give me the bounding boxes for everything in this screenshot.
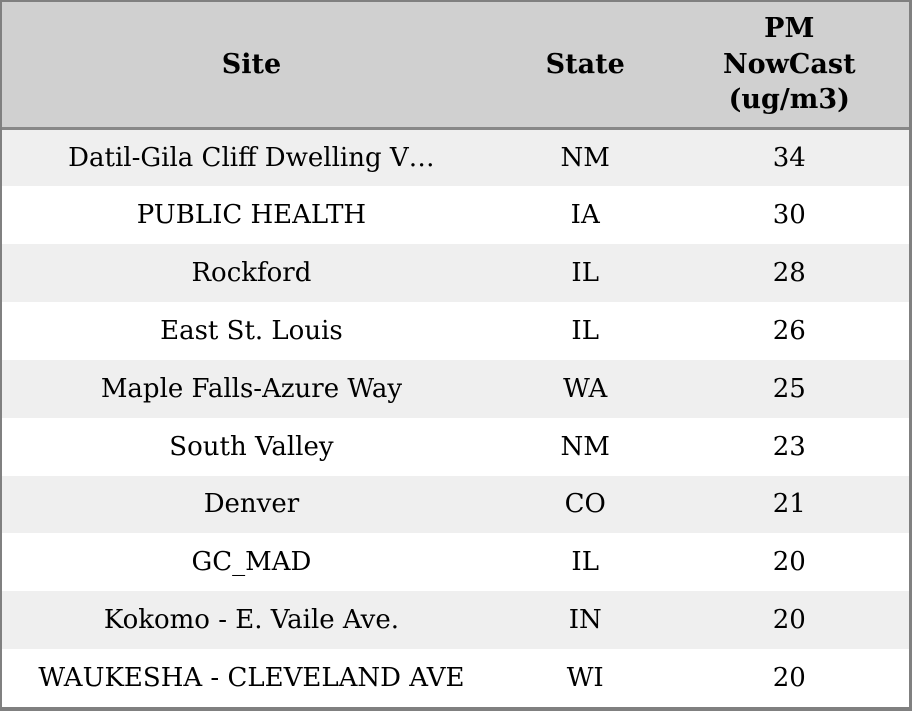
state-cell: IL <box>571 547 599 578</box>
table-row: South Valley NM 23 <box>2 417 909 476</box>
site-cell: Datil-Gila Cliff Dwelling V… <box>68 143 435 174</box>
pm-nowcast-cell: 20 <box>772 547 806 578</box>
state-cell: CO <box>564 489 606 520</box>
state-cell: NM <box>560 431 610 462</box>
table-row: PUBLIC HEALTH IA 30 <box>2 186 909 245</box>
column-header-state: State <box>500 2 670 130</box>
table-row: Kokomo - E. Vaile Ave. IN 20 <box>2 591 909 650</box>
pm-nowcast-cell: 23 <box>772 431 806 462</box>
pm-nowcast-cell: 30 <box>772 200 806 231</box>
site-cell: WAUKESHA - CLEVELAND AVE <box>38 663 465 694</box>
site-cell: Rockford <box>191 258 312 289</box>
site-cell: GC_MAD <box>191 547 312 578</box>
site-cell: South Valley <box>169 431 334 462</box>
state-cell: IL <box>571 315 599 346</box>
column-header-pm-nowcast: PM NowCast (ug/m3) <box>669 2 909 130</box>
pm-nowcast-cell: 26 <box>772 315 806 346</box>
table-row: East St. Louis IL 26 <box>2 302 909 360</box>
column-header-site: Site <box>2 2 501 130</box>
state-cell: WA <box>563 373 608 404</box>
site-cell: Maple Falls-Azure Way <box>100 373 403 404</box>
site-cell: PUBLIC HEALTH <box>136 200 367 231</box>
site-cell: East St. Louis <box>160 315 343 346</box>
pm-header-line-1: PM <box>764 13 815 45</box>
pm-nowcast-cell: 34 <box>772 143 806 174</box>
table-row: Denver CO 21 <box>2 475 909 534</box>
table-row: Rockford IL 28 <box>2 244 909 303</box>
state-cell: IA <box>570 200 600 231</box>
state-cell: WI <box>566 663 604 694</box>
table-row: Datil-Gila Cliff Dwelling V… NM 34 <box>2 128 909 187</box>
state-cell: IL <box>571 258 599 289</box>
table-header: Site State PM NowCast (ug/m3) <box>2 2 909 130</box>
table-row: GC_MAD IL 20 <box>2 533 909 592</box>
pm-header-line-3: (ug/m3) <box>728 84 850 116</box>
site-cell: Kokomo - E. Vaile Ave. <box>103 605 399 636</box>
table-body: Datil-Gila Cliff Dwelling V… NM 34 PUBLI… <box>2 128 909 707</box>
table-row: WAUKESHA - CLEVELAND AVE WI 20 <box>2 649 909 707</box>
pm-nowcast-cell: 25 <box>772 373 806 404</box>
pm-nowcast-cell: 21 <box>772 489 806 520</box>
pm-nowcast-cell: 20 <box>772 663 806 694</box>
state-cell: IN <box>568 605 602 636</box>
site-cell: Denver <box>203 489 300 520</box>
pm-header-line-2: NowCast <box>722 48 856 80</box>
state-cell: NM <box>560 143 610 174</box>
table-row: Maple Falls-Azure Way WA 25 <box>2 359 909 418</box>
header-row: Site State PM NowCast (ug/m3) <box>2 2 909 130</box>
pm-nowcast-cell: 28 <box>772 258 806 289</box>
pm-nowcast-cell: 20 <box>772 605 806 636</box>
